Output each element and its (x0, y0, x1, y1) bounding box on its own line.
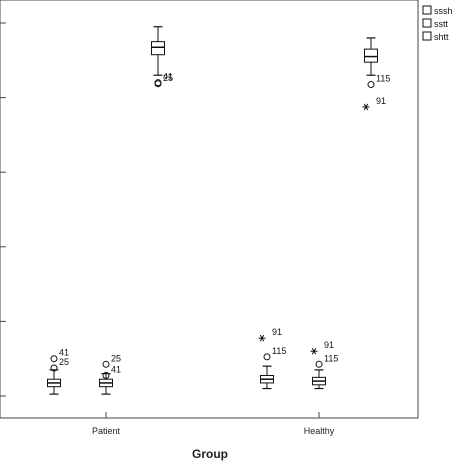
outlier-label: 41 (163, 72, 173, 82)
legend-swatch (422, 5, 432, 15)
box-sssh-healthy: 91 115 (258, 327, 286, 390)
outlier-circle (367, 81, 375, 89)
legend-swatch (422, 18, 432, 28)
outlier-label: 25 (59, 357, 69, 367)
outlier-label: 25 (111, 353, 121, 363)
outlier-label: 115 (376, 74, 390, 84)
outlier-label: 41 (111, 364, 121, 374)
outlier-star (310, 347, 318, 355)
x-axis-title: Group (192, 447, 228, 461)
outlier-circle (315, 360, 323, 368)
outlier-label: 115 (272, 346, 286, 356)
outlier-circle (102, 360, 110, 368)
plot-area (0, 0, 419, 419)
x-tick-label: Healthy (304, 426, 335, 436)
outlier-circle (50, 364, 58, 372)
legend-label: sssh (434, 6, 453, 16)
outlier-star (258, 334, 266, 342)
legend-swatch (422, 31, 432, 41)
outlier-label: 25 (163, 73, 173, 83)
outlier-star (362, 103, 370, 111)
outlier-label: 91 (324, 340, 334, 350)
outlier-label: 91 (272, 327, 282, 337)
outlier-circle (102, 371, 110, 379)
box-shtt-healthy: 115 91 (362, 37, 390, 111)
outlier-label: 91 (376, 96, 386, 106)
outlier-label: 115 (324, 353, 338, 363)
box (364, 48, 378, 63)
outlier-circle (50, 355, 58, 363)
box (151, 41, 165, 56)
x-tick-label: Patient (92, 426, 121, 436)
x-axis: Patient Healthy (92, 412, 335, 436)
legend: sssh sstt shtt (422, 5, 453, 42)
outlier-circle (154, 80, 162, 88)
legend-label: shtt (434, 32, 449, 42)
outlier-label: 41 (59, 348, 69, 358)
legend-label: sstt (434, 19, 449, 29)
y-axis-ticks (0, 22, 6, 397)
outlier-circle (263, 353, 271, 361)
